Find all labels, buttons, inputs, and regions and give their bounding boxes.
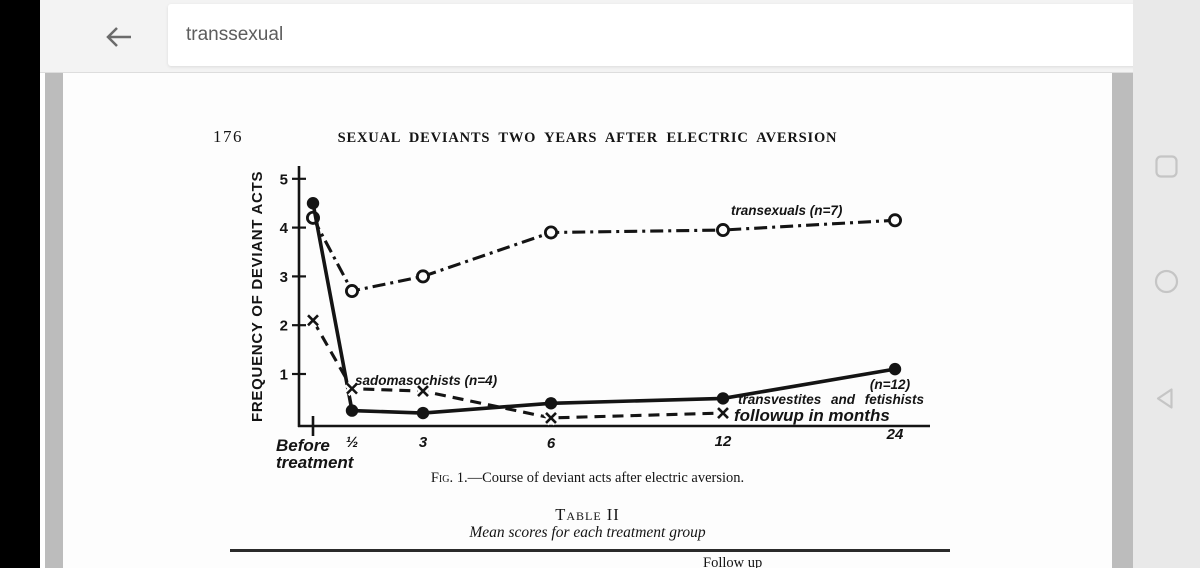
- search-query-text: transsexual: [186, 24, 284, 45]
- x-tick-label: 12: [715, 433, 732, 450]
- y-tick-label: 1: [280, 367, 288, 384]
- label-sadomasochists: sadomasochists (n=4): [355, 373, 498, 388]
- figure-caption-rest: —Course of deviant acts after electric a…: [467, 470, 745, 486]
- y-tick-label: 5: [280, 171, 288, 188]
- label-transexuals: transexuals (n=7): [731, 203, 843, 218]
- x-tick-label: 24: [886, 426, 904, 443]
- y-tick-label: 3: [280, 269, 288, 286]
- y-tick-label: 2: [280, 318, 288, 335]
- recents-square-icon: [1155, 155, 1178, 178]
- figure-caption-prefix: Fig. 1.: [430, 470, 468, 486]
- figure-chart: 5 4 3 2 1 FREQUENCY OF DEVIANT ACTS Beforetrea…: [249, 166, 930, 470]
- display-cutout-strip: [0, 0, 40, 568]
- home-circle-icon: [1154, 269, 1179, 294]
- x-tick-label: 3: [419, 434, 428, 451]
- document-viewer[interactable]: 176 SEXUAL DEVIANTS TWO YEARS AFTER ELEC…: [40, 72, 1133, 568]
- viewer-left-margin: [45, 72, 63, 568]
- back-button[interactable]: [102, 22, 136, 52]
- search-app-bar: transsexual: [40, 0, 1165, 73]
- search-input[interactable]: transsexual: [168, 4, 1165, 66]
- series-transexuals: [306, 210, 903, 299]
- table-subtitle: Mean scores for each treatment group: [469, 524, 706, 541]
- back-nav-button[interactable]: [1154, 386, 1179, 411]
- running-head-title: SEXUAL DEVIANTS TWO YEARS AFTER ELECTRIC…: [337, 130, 838, 146]
- label-transvestites-fetishists: transvestites and fetishists: [738, 392, 925, 407]
- x-tick-label: ½: [346, 434, 359, 451]
- back-triangle-icon: [1156, 388, 1173, 409]
- viewer-scrollbar[interactable]: [1112, 72, 1133, 568]
- table-top-rule: [230, 549, 950, 552]
- x-tick-before-2: treatment: [276, 453, 355, 470]
- table-header-partial: Follow up: [703, 555, 763, 568]
- x-axis-inline-title: followup in months: [734, 406, 890, 425]
- home-button[interactable]: [1154, 269, 1179, 294]
- x-tick-label: 6: [547, 435, 556, 452]
- y-tick-label: 4: [280, 220, 289, 237]
- x-tick-before-1: Before: [276, 436, 330, 455]
- recents-button[interactable]: [1154, 154, 1179, 179]
- series-sadomasochists: [305, 312, 731, 426]
- table-title: Table II: [555, 505, 620, 524]
- page-number: 176: [213, 127, 243, 146]
- y-axis-title: FREQUENCY OF DEVIANT ACTS: [249, 170, 266, 422]
- arrow-left-icon: [106, 27, 131, 47]
- figure-caption: Fig. 1.—Course of deviant acts after ele…: [63, 470, 1112, 487]
- label-n12: (n=12): [870, 377, 911, 392]
- document-page: 176 SEXUAL DEVIANTS TWO YEARS AFTER ELEC…: [63, 72, 1112, 568]
- android-nav-bar: [1133, 0, 1200, 568]
